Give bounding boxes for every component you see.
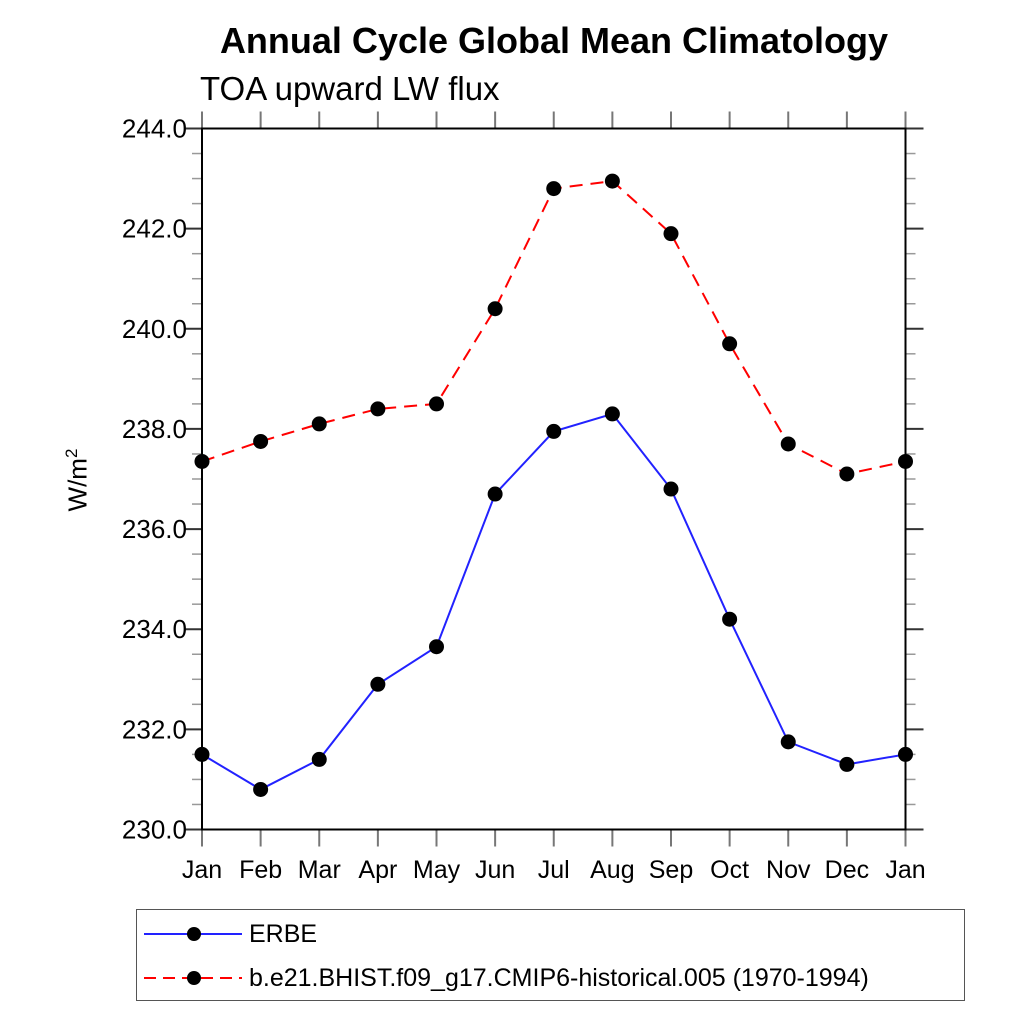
data-point-marker [604, 406, 620, 422]
data-point-marker [194, 746, 210, 762]
x-tick-label: Oct [710, 856, 749, 884]
data-point-marker [722, 611, 738, 627]
data-point-marker [604, 173, 620, 189]
y-tick-label: 244.0 [122, 114, 187, 144]
x-tick-label: Aug [590, 856, 634, 884]
y-tick-label: 236.0 [122, 514, 187, 544]
legend-item-model: b.e21.BHIST.f09_g17.CMIP6-historical.005… [137, 956, 964, 1000]
x-tick-label: Mar [298, 856, 341, 884]
y-tick-label: 230.0 [122, 815, 187, 845]
x-tick-label: Feb [239, 856, 282, 884]
data-point-marker [370, 401, 386, 417]
legend: ERBE b.e21.BHIST.f09_g17.CMIP6-historica… [136, 909, 965, 1001]
x-tick-label: Jan [182, 856, 222, 884]
data-point-marker [898, 746, 913, 762]
data-point-marker [546, 423, 562, 439]
data-point-marker [663, 481, 679, 497]
y-tick-label: 232.0 [122, 714, 187, 744]
x-axis-ticks: Jan Feb Mar Apr May Jun Jul Aug Sep Oct Nov Dec Jan [182, 111, 926, 884]
x-tick-label: Apr [358, 856, 397, 884]
model-markers [194, 173, 913, 482]
legend-item-erbe: ERBE [137, 912, 964, 956]
erbe-markers [194, 406, 913, 797]
erbe-series-line [201, 412, 906, 791]
data-point-marker [546, 181, 562, 197]
data-point-marker [429, 639, 444, 655]
data-point-marker [898, 453, 913, 469]
x-tick-label: Nov [766, 856, 811, 884]
data-point-marker [311, 751, 327, 767]
y-tick-label: 234.0 [122, 614, 187, 644]
chart-title: Annual Cycle Global Mean Climatology [219, 20, 889, 61]
data-point-marker [663, 226, 679, 242]
x-tick-label: Jul [538, 856, 570, 884]
x-tick-label: Sep [649, 856, 693, 884]
y-tick-label: 238.0 [122, 414, 187, 444]
legend-line-sample-erbe [144, 927, 242, 941]
data-point-marker [780, 734, 796, 750]
data-point-marker [487, 486, 503, 502]
y-tick-label: 240.0 [122, 314, 187, 344]
data-point-marker [839, 466, 855, 482]
y-tick-label: 242.0 [122, 214, 187, 244]
plot-frame [201, 127, 907, 831]
x-tick-label: Jan [885, 856, 925, 884]
data-point-marker [839, 756, 855, 772]
data-point-marker [253, 433, 269, 449]
data-point-marker [429, 396, 444, 412]
data-point-marker [194, 453, 210, 469]
x-tick-label: Jun [475, 856, 515, 884]
y-axis-ticks: 230.0 232.0 234.0 236.0 238.0 240.0 242.0 244.0 [122, 114, 924, 845]
data-point-marker [311, 416, 327, 432]
data-point-marker [253, 781, 269, 797]
legend-label-erbe: ERBE [249, 919, 318, 948]
data-point-marker [487, 301, 503, 317]
chart-subtitle: TOA upward LW flux [200, 70, 500, 107]
x-tick-label: May [413, 856, 461, 884]
x-tick-label: Dec [825, 856, 869, 884]
data-point-marker [370, 676, 386, 692]
legend-line-sample-model [144, 971, 242, 985]
data-point-marker [722, 336, 738, 352]
data-point-marker [780, 436, 796, 452]
legend-label-model: b.e21.BHIST.f09_g17.CMIP6-historical.005… [249, 963, 869, 992]
